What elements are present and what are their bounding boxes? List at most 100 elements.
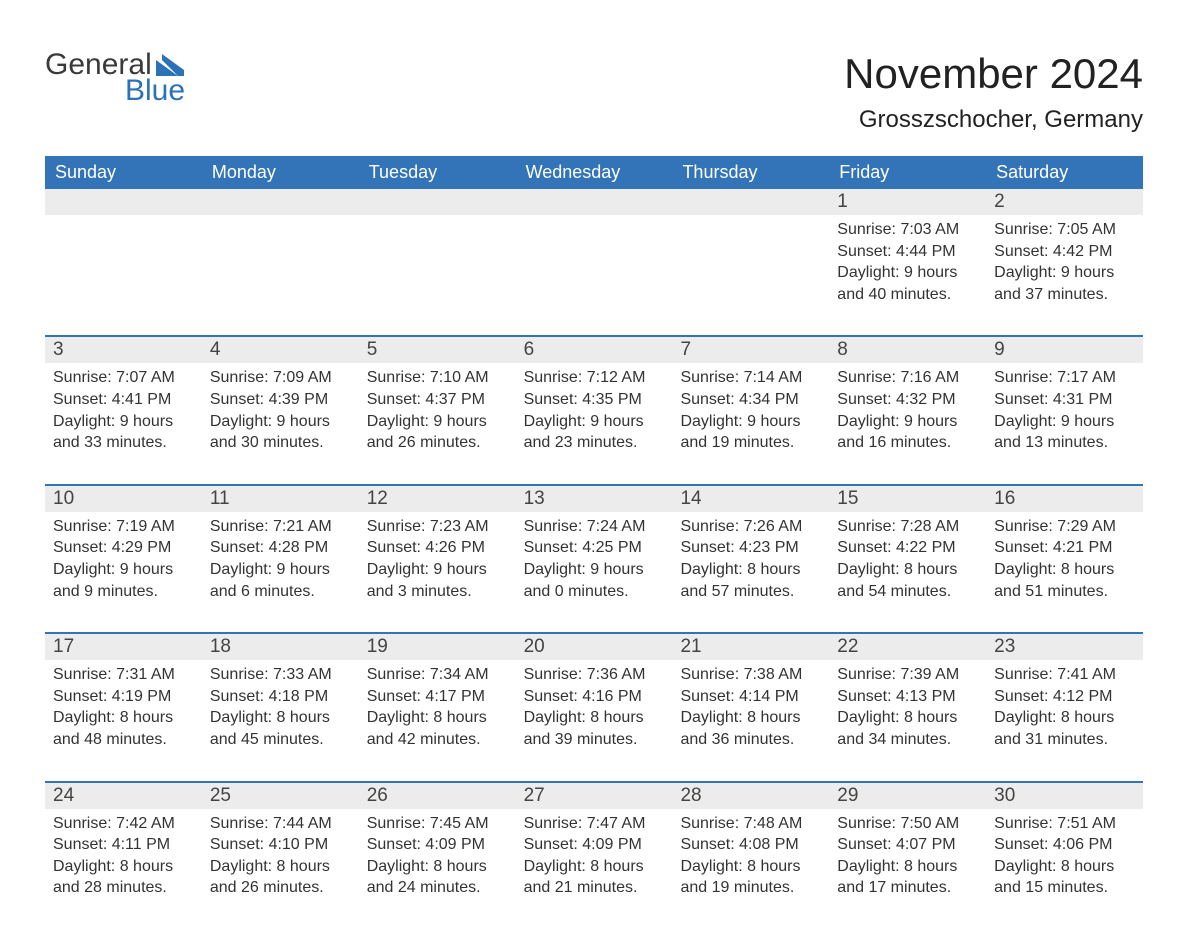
day-cell: 1Sunrise: 7:03 AMSunset: 4:44 PMDaylight… [829, 189, 986, 309]
sunset-line: Sunset: 4:16 PM [524, 686, 665, 708]
sunset-line: Sunset: 4:13 PM [837, 686, 978, 708]
day-cell: 13Sunrise: 7:24 AMSunset: 4:25 PMDayligh… [516, 486, 673, 606]
sunset-line: Sunset: 4:09 PM [524, 834, 665, 856]
day-body: Sunrise: 7:42 AMSunset: 4:11 PMDaylight:… [45, 809, 202, 903]
day-body: Sunrise: 7:28 AMSunset: 4:22 PMDaylight:… [829, 512, 986, 606]
day-cell: 27Sunrise: 7:47 AMSunset: 4:09 PMDayligh… [516, 783, 673, 903]
sunset-line: Sunset: 4:06 PM [994, 834, 1135, 856]
day-cell: 25Sunrise: 7:44 AMSunset: 4:10 PMDayligh… [202, 783, 359, 903]
day-cell: 15Sunrise: 7:28 AMSunset: 4:22 PMDayligh… [829, 486, 986, 606]
sunrise-line: Sunrise: 7:10 AM [367, 367, 508, 389]
daylight-line: Daylight: 9 hours and 16 minutes. [837, 411, 978, 454]
day-number: 21 [672, 634, 829, 660]
daylight-line: Daylight: 9 hours and 40 minutes. [837, 262, 978, 305]
sunrise-line: Sunrise: 7:48 AM [680, 813, 821, 835]
sunrise-line: Sunrise: 7:19 AM [53, 516, 194, 538]
sunset-line: Sunset: 4:29 PM [53, 537, 194, 559]
daylight-line: Daylight: 9 hours and 13 minutes. [994, 411, 1135, 454]
daylight-line: Daylight: 8 hours and 15 minutes. [994, 856, 1135, 899]
day-body: Sunrise: 7:50 AMSunset: 4:07 PMDaylight:… [829, 809, 986, 903]
day-cell: 16Sunrise: 7:29 AMSunset: 4:21 PMDayligh… [986, 486, 1143, 606]
day-number: 19 [359, 634, 516, 660]
empty-day-strip [202, 189, 359, 215]
day-body: Sunrise: 7:36 AMSunset: 4:16 PMDaylight:… [516, 660, 673, 754]
sunrise-line: Sunrise: 7:07 AM [53, 367, 194, 389]
day-cell: 10Sunrise: 7:19 AMSunset: 4:29 PMDayligh… [45, 486, 202, 606]
daylight-line: Daylight: 9 hours and 37 minutes. [994, 262, 1135, 305]
day-body: Sunrise: 7:26 AMSunset: 4:23 PMDaylight:… [672, 512, 829, 606]
sunrise-line: Sunrise: 7:03 AM [837, 219, 978, 241]
daylight-line: Daylight: 8 hours and 34 minutes. [837, 707, 978, 750]
day-cell: 8Sunrise: 7:16 AMSunset: 4:32 PMDaylight… [829, 337, 986, 457]
empty-day-strip [672, 189, 829, 215]
day-number: 25 [202, 783, 359, 809]
day-number: 7 [672, 337, 829, 363]
day-body: Sunrise: 7:48 AMSunset: 4:08 PMDaylight:… [672, 809, 829, 903]
day-number: 4 [202, 337, 359, 363]
sunset-line: Sunset: 4:18 PM [210, 686, 351, 708]
sunset-line: Sunset: 4:23 PM [680, 537, 821, 559]
day-cell: 24Sunrise: 7:42 AMSunset: 4:11 PMDayligh… [45, 783, 202, 903]
day-body: Sunrise: 7:33 AMSunset: 4:18 PMDaylight:… [202, 660, 359, 754]
day-cell: 22Sunrise: 7:39 AMSunset: 4:13 PMDayligh… [829, 634, 986, 754]
daylight-line: Daylight: 8 hours and 39 minutes. [524, 707, 665, 750]
empty-day-strip [516, 189, 673, 215]
day-body: Sunrise: 7:31 AMSunset: 4:19 PMDaylight:… [45, 660, 202, 754]
sunset-line: Sunset: 4:11 PM [53, 834, 194, 856]
sunrise-line: Sunrise: 7:39 AM [837, 664, 978, 686]
empty-day-strip [45, 189, 202, 215]
sunrise-line: Sunrise: 7:28 AM [837, 516, 978, 538]
month-title: November 2024 [844, 50, 1143, 98]
sunrise-line: Sunrise: 7:16 AM [837, 367, 978, 389]
day-number: 27 [516, 783, 673, 809]
week-row: 10Sunrise: 7:19 AMSunset: 4:29 PMDayligh… [45, 484, 1143, 606]
sunrise-line: Sunrise: 7:41 AM [994, 664, 1135, 686]
day-cell: 9 Sunrise: 7:17 AMSunset: 4:31 PMDaylight… [986, 337, 1143, 457]
day-cell: 26Sunrise: 7:45 AMSunset: 4:09 PMDayligh… [359, 783, 516, 903]
day-number: 15 [829, 486, 986, 512]
sunrise-line: Sunrise: 7:17 AM [994, 367, 1135, 389]
day-number: 9 [986, 337, 1143, 363]
daylight-line: Daylight: 8 hours and 48 minutes. [53, 707, 194, 750]
daylight-line: Daylight: 9 hours and 3 minutes. [367, 559, 508, 602]
day-cell: 18Sunrise: 7:33 AMSunset: 4:18 PMDayligh… [202, 634, 359, 754]
sunset-line: Sunset: 4:35 PM [524, 389, 665, 411]
day-body: Sunrise: 7:23 AMSunset: 4:26 PMDaylight:… [359, 512, 516, 606]
day-body: Sunrise: 7:16 AMSunset: 4:32 PMDaylight:… [829, 363, 986, 457]
day-number: 18 [202, 634, 359, 660]
weekday-header: Tuesday [359, 156, 516, 189]
day-cell: 28Sunrise: 7:48 AMSunset: 4:08 PMDayligh… [672, 783, 829, 903]
sunrise-line: Sunrise: 7:50 AM [837, 813, 978, 835]
day-cell [45, 189, 202, 309]
day-number: 26 [359, 783, 516, 809]
sunset-line: Sunset: 4:19 PM [53, 686, 194, 708]
day-number: 16 [986, 486, 1143, 512]
title-block: November 2024 Grosszschocher, Germany [844, 50, 1143, 134]
weekday-header: Friday [829, 156, 986, 189]
day-number: 29 [829, 783, 986, 809]
sunrise-line: Sunrise: 7:47 AM [524, 813, 665, 835]
weekday-header: Thursday [672, 156, 829, 189]
day-cell: 4Sunrise: 7:09 AMSunset: 4:39 PMDaylight… [202, 337, 359, 457]
day-cell: 3Sunrise: 7:07 AMSunset: 4:41 PMDaylight… [45, 337, 202, 457]
sunset-line: Sunset: 4:42 PM [994, 241, 1135, 263]
daylight-line: Daylight: 8 hours and 17 minutes. [837, 856, 978, 899]
day-cell: 2Sunrise: 7:05 AMSunset: 4:42 PMDaylight… [986, 189, 1143, 309]
day-cell: 29Sunrise: 7:50 AMSunset: 4:07 PMDayligh… [829, 783, 986, 903]
sunset-line: Sunset: 4:08 PM [680, 834, 821, 856]
weekday-header: Monday [202, 156, 359, 189]
sunrise-line: Sunrise: 7:21 AM [210, 516, 351, 538]
sunset-line: Sunset: 4:12 PM [994, 686, 1135, 708]
sunrise-line: Sunrise: 7:12 AM [524, 367, 665, 389]
daylight-line: Daylight: 9 hours and 19 minutes. [680, 411, 821, 454]
daylight-line: Daylight: 8 hours and 24 minutes. [367, 856, 508, 899]
header-area: General Blue November 2024 Grosszschoche… [45, 50, 1143, 134]
calendar-grid: SundayMondayTuesdayWednesdayThursdayFrid… [45, 156, 1143, 903]
daylight-line: Daylight: 8 hours and 54 minutes. [837, 559, 978, 602]
day-body: Sunrise: 7:34 AMSunset: 4:17 PMDaylight:… [359, 660, 516, 754]
sunrise-line: Sunrise: 7:14 AM [680, 367, 821, 389]
sunset-line: Sunset: 4:31 PM [994, 389, 1135, 411]
day-number: 13 [516, 486, 673, 512]
day-cell: 7Sunrise: 7:14 AMSunset: 4:34 PMDaylight… [672, 337, 829, 457]
sunrise-line: Sunrise: 7:38 AM [680, 664, 821, 686]
